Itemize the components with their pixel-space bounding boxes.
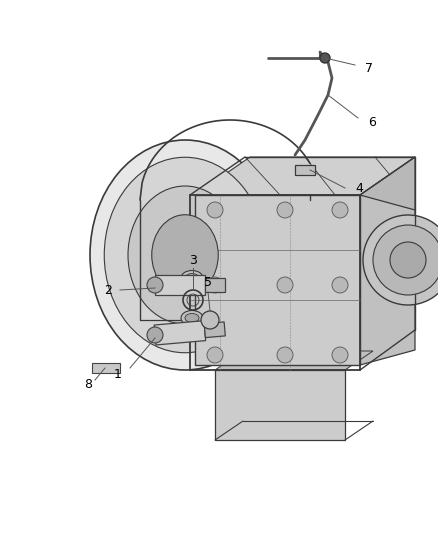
Text: 1: 1 [114, 368, 122, 382]
Circle shape [277, 202, 293, 218]
Polygon shape [360, 157, 415, 365]
Polygon shape [204, 322, 225, 337]
Polygon shape [360, 195, 415, 365]
Ellipse shape [185, 273, 199, 282]
Text: 5: 5 [204, 277, 212, 289]
Text: 8: 8 [84, 378, 92, 392]
Ellipse shape [152, 215, 218, 295]
Circle shape [277, 277, 293, 293]
Text: 2: 2 [104, 284, 112, 296]
Circle shape [363, 215, 438, 305]
Text: 4: 4 [355, 182, 363, 195]
Polygon shape [215, 370, 345, 440]
Text: 3: 3 [189, 254, 197, 266]
Text: 7: 7 [365, 61, 373, 75]
Circle shape [332, 347, 348, 363]
Circle shape [373, 225, 438, 295]
Polygon shape [205, 278, 225, 292]
Polygon shape [92, 363, 120, 373]
Polygon shape [215, 351, 373, 370]
Polygon shape [195, 157, 415, 195]
Circle shape [277, 347, 293, 363]
Polygon shape [155, 275, 205, 295]
Ellipse shape [185, 313, 199, 322]
Circle shape [147, 327, 163, 343]
Circle shape [332, 202, 348, 218]
Circle shape [207, 202, 223, 218]
Ellipse shape [128, 186, 242, 324]
Ellipse shape [181, 271, 203, 286]
Circle shape [207, 347, 223, 363]
Circle shape [201, 311, 219, 329]
Circle shape [390, 242, 426, 278]
Polygon shape [195, 195, 360, 365]
Circle shape [147, 277, 163, 293]
Polygon shape [295, 165, 315, 175]
Circle shape [332, 277, 348, 293]
Ellipse shape [181, 311, 203, 326]
Circle shape [320, 53, 330, 63]
Polygon shape [154, 321, 206, 345]
Ellipse shape [104, 157, 266, 353]
Circle shape [207, 277, 223, 293]
Text: 6: 6 [368, 116, 376, 128]
Ellipse shape [90, 140, 280, 370]
